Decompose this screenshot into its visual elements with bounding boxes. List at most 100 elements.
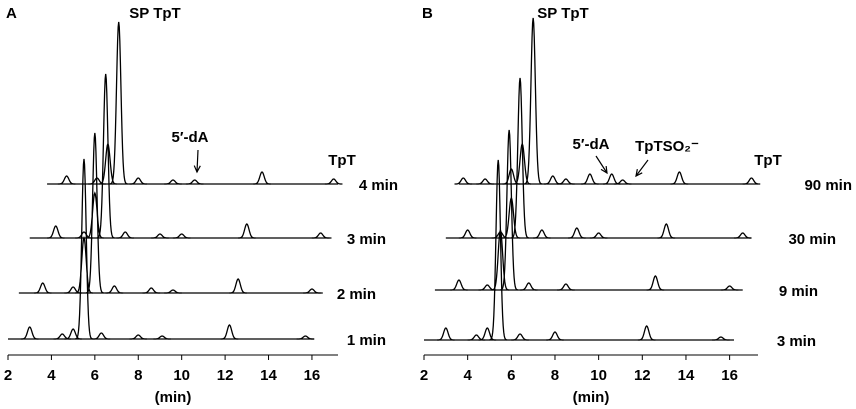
x-axis-label: (min) <box>155 389 192 406</box>
peak <box>92 332 111 340</box>
peak <box>46 225 65 239</box>
peak <box>657 223 676 239</box>
peak <box>557 178 575 185</box>
peak <box>75 235 93 294</box>
panel-label: A <box>6 5 17 22</box>
peak <box>164 179 182 185</box>
peak <box>454 177 473 185</box>
peak <box>602 173 621 185</box>
x-tick-label: 12 <box>217 367 234 384</box>
peak <box>511 77 529 239</box>
peak <box>458 229 477 239</box>
peak <box>142 287 161 294</box>
peak <box>151 233 169 239</box>
x-tick-label: 6 <box>507 367 515 384</box>
peak <box>129 177 148 185</box>
peak <box>589 232 608 239</box>
peak <box>450 279 468 291</box>
annotation: 5′-dA <box>573 136 610 153</box>
series-label: 1 min <box>347 332 386 349</box>
peak <box>489 159 508 341</box>
peak <box>33 282 52 294</box>
peak <box>742 177 761 185</box>
peak <box>96 73 115 239</box>
peak <box>500 129 519 291</box>
peak <box>185 179 204 185</box>
series-label: 2 min <box>337 286 376 303</box>
annotation: TpT <box>754 152 782 169</box>
peak <box>546 331 564 341</box>
series-label: 3 min <box>347 231 386 248</box>
peak <box>733 232 752 239</box>
arrow-head <box>635 169 643 178</box>
peak <box>129 334 148 340</box>
peak <box>557 283 575 291</box>
arrow-shaft <box>196 149 199 173</box>
peak <box>437 327 455 341</box>
peak <box>567 227 586 239</box>
peak <box>20 326 39 340</box>
peak <box>720 285 739 291</box>
panel-label: B <box>422 5 433 22</box>
peak <box>229 278 247 294</box>
arrow-shaft <box>635 159 649 177</box>
peak <box>164 289 182 294</box>
peak <box>75 158 93 340</box>
annotation: TpT <box>328 152 356 169</box>
x-axis-label: (min) <box>573 389 610 406</box>
peak <box>109 21 128 185</box>
peak <box>296 335 315 340</box>
x-tick-label: 4 <box>463 367 472 384</box>
x-tick-label: 2 <box>4 367 12 384</box>
peak <box>238 223 256 239</box>
peak <box>64 328 82 340</box>
annotation: TpTSO₂⁻ <box>635 138 699 155</box>
peak <box>476 178 494 185</box>
peak <box>57 175 76 185</box>
peak <box>524 17 543 185</box>
peak <box>637 325 656 341</box>
peak <box>85 132 104 294</box>
peak <box>64 286 82 294</box>
series-label: 9 min <box>779 283 818 300</box>
series-label: 4 min <box>359 177 398 194</box>
peak <box>116 231 135 239</box>
peak <box>253 171 271 185</box>
annotation: SP TpT <box>537 5 588 22</box>
peak <box>543 175 562 185</box>
peak <box>646 275 665 291</box>
peak <box>581 173 599 185</box>
peak <box>613 179 632 185</box>
peak <box>75 231 93 239</box>
x-tick-label: 10 <box>590 367 607 384</box>
peak <box>324 178 343 185</box>
annotation: 5′-dA <box>172 129 209 146</box>
x-tick-label: 2 <box>420 367 428 384</box>
x-tick-label: 4 <box>47 367 56 384</box>
peak <box>670 171 689 185</box>
peak <box>172 233 191 239</box>
peak <box>153 335 171 340</box>
arrow-head <box>193 165 201 174</box>
peak <box>533 229 551 239</box>
arrow-head <box>600 165 608 175</box>
annotation: SP TpT <box>129 5 180 22</box>
peak <box>303 288 321 294</box>
x-tick-label: 8 <box>134 367 142 384</box>
series-label: 90 min <box>804 177 852 194</box>
series-label: 3 min <box>777 333 816 350</box>
series-label: 30 min <box>788 231 836 248</box>
x-tick-label: 14 <box>260 367 277 384</box>
x-tick-label: 12 <box>634 367 651 384</box>
x-tick-label: 10 <box>173 367 190 384</box>
peak <box>86 191 104 239</box>
peak <box>519 282 538 291</box>
x-tick-label: 8 <box>551 367 559 384</box>
peak <box>511 333 529 341</box>
arrow-shaft <box>595 155 608 174</box>
peak <box>712 336 730 341</box>
x-tick-label: 6 <box>91 367 99 384</box>
peak <box>311 232 330 239</box>
